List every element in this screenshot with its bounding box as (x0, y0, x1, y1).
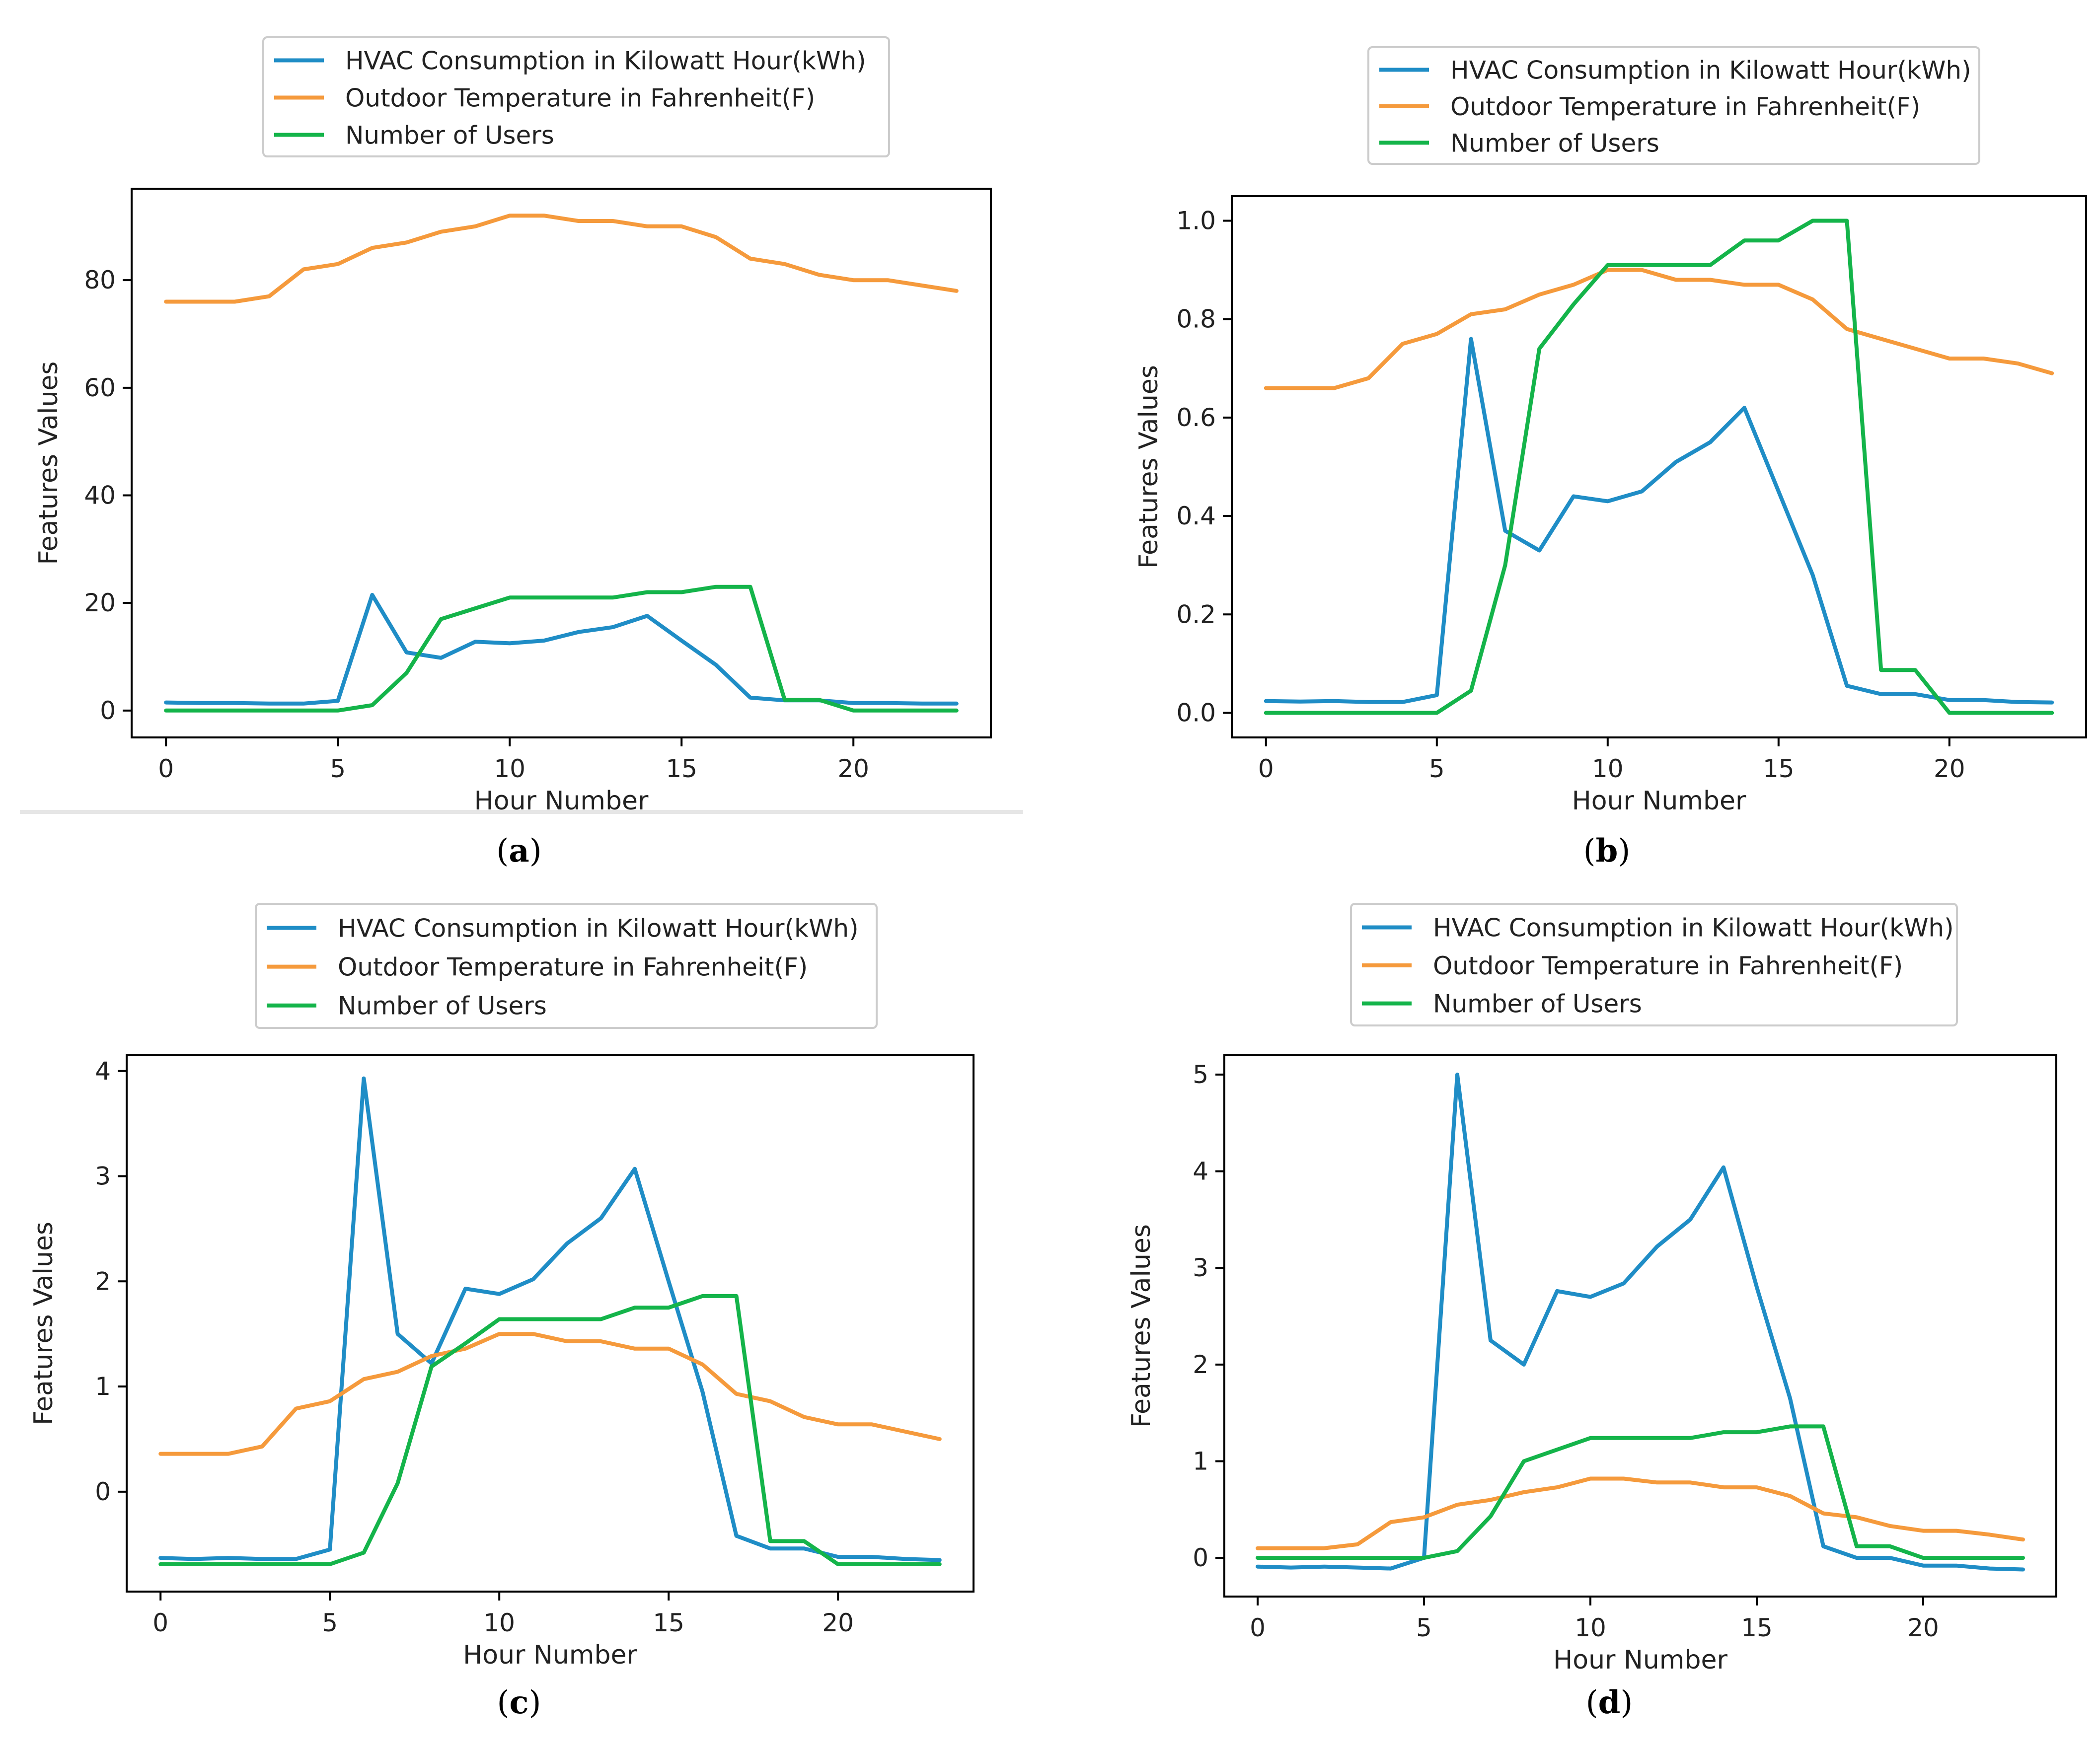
y-tick-label: 0.6 (1176, 403, 1216, 432)
y-axis-label: Features Values (1134, 365, 1164, 569)
legend-box (255, 903, 878, 1029)
x-tick-label: 20 (822, 1608, 854, 1637)
y-tick-label: 1 (95, 1372, 111, 1401)
y-tick-label: 1 (1193, 1447, 1208, 1476)
series-line-users (1264, 219, 2054, 715)
y-tick-label: 0.4 (1176, 502, 1216, 530)
x-tick-label: 0 (1258, 754, 1274, 783)
x-tick-label: 15 (666, 754, 697, 783)
chart-panel-b: 0 5 10 15 20 0.0 0.2 0.4 0.6 0.8 1.0 Hour Number Fea… (1134, 46, 2087, 870)
y-tick-label: 60 (84, 373, 116, 402)
x-axis-label: Hour Number (463, 1640, 637, 1670)
panel-caption: (a) (496, 832, 541, 870)
y-axis-label: Features Values (34, 361, 64, 565)
x-tick-label: 5 (1416, 1613, 1432, 1642)
y-tick-label: 4 (95, 1057, 111, 1086)
panel-caption-letter: a (509, 832, 529, 870)
y-tick-label: 0 (1193, 1543, 1208, 1572)
x-tick-label: 10 (1575, 1613, 1606, 1642)
y-tick-label: 40 (84, 481, 116, 510)
x-tick-label: 10 (494, 754, 525, 783)
x-tick-label: 5 (322, 1608, 338, 1637)
x-tick-label: 0 (1250, 1613, 1266, 1642)
legend-label: HVAC Consumption in Kilowatt Hour(kWh) (345, 47, 866, 75)
x-tick-label: 15 (1741, 1613, 1773, 1642)
legend-label: Number of Users (345, 121, 554, 150)
chart-panel-a: 0 5 10 15 20 0 20 40 60 80 Hour Number Features Val… (20, 36, 1023, 870)
series-line-temperature (1264, 268, 2054, 390)
x-axis-label: Hour Number (1553, 1645, 1727, 1675)
legend-label: Outdoor Temperature in Fahrenheit(F) (338, 953, 808, 982)
y-tick-label: 80 (84, 266, 116, 294)
y-tick-label: 0 (100, 696, 116, 725)
legend-label: Outdoor Temperature in Fahrenheit(F) (1433, 951, 1903, 980)
series-line-hvac (164, 592, 959, 706)
x-tick-label: 20 (1934, 754, 1965, 783)
y-tick-label: 0.8 (1176, 305, 1216, 334)
y-tick-label: 20 (84, 588, 116, 617)
series-line-users (158, 1294, 942, 1566)
y-tick-label: 0.2 (1176, 600, 1216, 629)
panel-caption-letter: c (510, 1684, 529, 1721)
series-line-hvac (158, 1076, 942, 1562)
y-tick-label: 1.0 (1176, 207, 1216, 235)
x-tick-label: 5 (1429, 754, 1445, 783)
x-tick-label: 20 (837, 754, 869, 783)
y-tick-label: 2 (1193, 1350, 1208, 1379)
y-tick-label: 4 (1193, 1157, 1208, 1186)
legend: HVAC Consumption in Kilowatt Hour(kWh) Ou… (255, 903, 878, 1029)
legend-label: HVAC Consumption in Kilowatt Hour(kWh) (1433, 913, 1954, 942)
y-axis-label: Features Values (1126, 1224, 1156, 1428)
panel-caption: (b) (1583, 832, 1631, 870)
y-tick-label: 0 (95, 1477, 111, 1506)
legend-box (1367, 46, 1980, 165)
series-line-temperature (1256, 1476, 2025, 1550)
legend-box (1350, 903, 1958, 1026)
legend-label: Outdoor Temperature in Fahrenheit(F) (345, 84, 815, 113)
y-tick-label: 2 (95, 1267, 111, 1296)
panel-caption-letter: d (1598, 1684, 1621, 1721)
legend-label: Number of Users (1450, 129, 1659, 157)
x-tick-label: 5 (330, 754, 346, 783)
x-tick-label: 10 (1592, 754, 1624, 783)
legend: HVAC Consumption in Kilowatt Hour(kWh) Ou… (1350, 903, 1958, 1026)
legend: HVAC Consumption in Kilowatt Hour(kWh) Ou… (262, 36, 890, 157)
legend-label: HVAC Consumption in Kilowatt Hour(kWh) (1450, 56, 1971, 85)
chart-panel-c: 0 5 10 15 20 0 1 2 3 4 Hour Number Features Values H… (29, 903, 975, 1721)
y-tick-label: 3 (95, 1162, 111, 1191)
legend: HVAC Consumption in Kilowatt Hour(kWh) Ou… (1367, 46, 1980, 165)
chart-panel-d: 0 5 10 15 20 0 1 2 3 4 5 Hour Number Features Values… (1126, 903, 2057, 1721)
panel-caption-letter: b (1596, 832, 1618, 870)
series-line-users (164, 584, 959, 713)
panel-caption: (d) (1586, 1684, 1633, 1721)
y-tick-label: 5 (1193, 1060, 1208, 1089)
series-line-users (1256, 1424, 2025, 1560)
series-line-hvac (1264, 337, 2054, 705)
panel-caption: (c) (497, 1684, 541, 1721)
x-tick-label: 10 (483, 1608, 515, 1637)
legend-box (262, 36, 890, 157)
y-tick-label: 0.0 (1176, 698, 1216, 727)
plot-frame (1231, 195, 2087, 738)
x-tick-label: 20 (1907, 1613, 1939, 1642)
series-line-temperature (164, 214, 959, 304)
x-tick-label: 15 (1763, 754, 1795, 783)
x-tick-label: 15 (653, 1608, 684, 1637)
y-tick-label: 3 (1193, 1253, 1208, 1282)
legend-label: Number of Users (1433, 990, 1642, 1019)
x-tick-label: 0 (152, 1608, 168, 1637)
series-line-temperature (158, 1332, 942, 1456)
legend-label: HVAC Consumption in Kilowatt Hour(kWh) (338, 914, 859, 943)
plot-frame (131, 188, 992, 738)
plot-frame (126, 1054, 975, 1593)
y-axis-label: Features Values (29, 1222, 59, 1425)
legend-label: Outdoor Temperature in Fahrenheit(F) (1450, 92, 1920, 121)
series-line-hvac (1256, 1072, 2025, 1572)
x-axis-label: Hour Number (474, 786, 649, 816)
x-tick-label: 0 (158, 754, 174, 783)
x-axis-label: Hour Number (1572, 786, 1746, 816)
legend-label: Number of Users (338, 992, 547, 1020)
plot-frame (1223, 1054, 2057, 1598)
